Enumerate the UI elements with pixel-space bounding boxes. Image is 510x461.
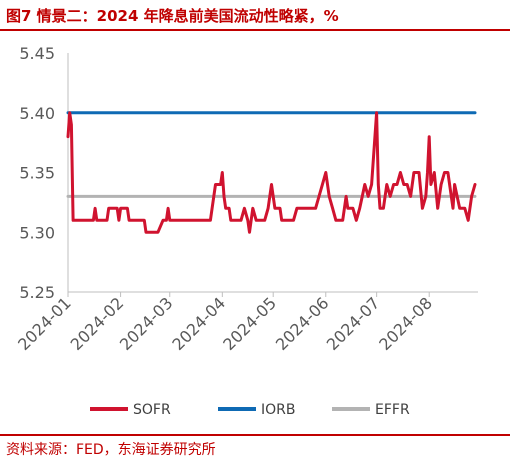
figure-title: 图7 情景二：2024 年降息前美国流动性略紧，%	[6, 7, 339, 25]
x-tick-label: 2024-07	[323, 293, 384, 354]
x-tick-label: 2024-02	[67, 293, 128, 354]
x-tick-label: 2024-01	[14, 293, 75, 354]
source-rule	[0, 434, 510, 436]
series-line-sofr	[66, 111, 477, 234]
x-tick-label: 2024-08	[375, 293, 436, 354]
y-tick-label: 5.35	[19, 164, 55, 183]
y-tick-labels: 5.25 5.30 5.35 5.40 5.45	[19, 44, 55, 302]
x-tick-label: 2024-06	[272, 293, 333, 354]
legend: SOFR IORB EFFR	[90, 402, 410, 418]
y-tick-label: 5.40	[19, 104, 55, 123]
x-tick-label: 2024-05	[219, 293, 280, 354]
y-tick-label: 5.30	[19, 223, 55, 242]
legend-label-effr: EFFR	[375, 402, 410, 418]
y-tick-label: 5.25	[19, 283, 55, 302]
source-note: 资料来源：FED，东海证券研究所	[6, 442, 216, 458]
title-rule	[0, 29, 510, 31]
x-tick-label: 2024-03	[116, 293, 177, 354]
x-tick-label: 2024-04	[168, 293, 229, 354]
y-tick-label: 5.45	[19, 44, 55, 63]
legend-label-sofr: SOFR	[133, 402, 171, 418]
x-tick-labels: 2024-012024-022024-032024-042024-052024-…	[14, 292, 436, 354]
line-chart: 5.255.305.355.405.45 2024-012024-022024-…	[14, 44, 478, 418]
legend-label-iorb: IORB	[261, 402, 295, 418]
series-lines	[66, 111, 477, 234]
